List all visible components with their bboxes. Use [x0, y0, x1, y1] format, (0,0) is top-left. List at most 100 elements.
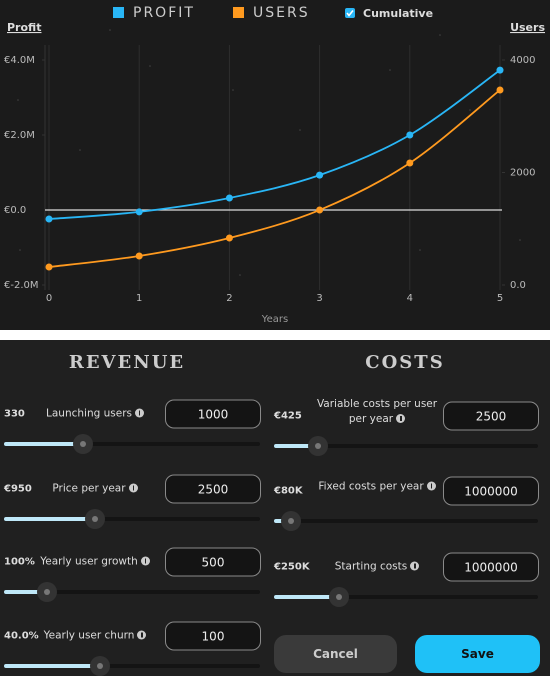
star	[232, 89, 234, 91]
data-point	[496, 66, 504, 74]
legend-label: PROFIT	[133, 5, 195, 21]
y-tick-label: €-2.0M	[4, 280, 39, 291]
x-tick-label: 5	[497, 293, 503, 304]
star	[79, 149, 81, 151]
y2-tick-label: 0.0	[510, 280, 526, 291]
cancel-button[interactable]: Cancel	[274, 635, 397, 673]
slider[interactable]	[4, 509, 260, 529]
slider[interactable]	[274, 511, 538, 531]
star	[389, 69, 391, 71]
info-icon[interactable]	[396, 414, 406, 423]
y2-axis-label: Users	[510, 21, 545, 34]
x-tick-label: 1	[136, 293, 142, 304]
slider-fill	[4, 517, 95, 521]
save-button[interactable]: Save	[415, 635, 540, 673]
x-tick-label: 2	[226, 293, 232, 304]
legend-label: USERS	[253, 5, 310, 21]
data-point	[45, 215, 53, 223]
number-input[interactable]: 100	[165, 621, 261, 651]
info-icon[interactable]	[137, 630, 147, 640]
x-tick-label: 4	[407, 293, 413, 304]
data-point	[45, 263, 53, 271]
label-text: Yearly user churn	[43, 629, 135, 642]
control-value: €250K	[274, 561, 310, 573]
chart: PROFIT USERS Cumulative Profit Users 0 1 2 3 4 5 Ye…	[0, 0, 550, 330]
slider-thumb[interactable]	[308, 436, 328, 456]
control-value: €425	[274, 410, 302, 422]
slider-thumb[interactable]	[90, 656, 110, 676]
control-label: Yearly user growth	[35, 555, 155, 570]
slider-thumb[interactable]	[329, 587, 349, 607]
control-label: Price per year	[35, 482, 155, 497]
control-value: 100%	[4, 556, 35, 568]
x-axis-label: Years	[261, 314, 288, 325]
label-text: Yearly user growth	[40, 555, 138, 568]
y2-tick-label: 4000	[510, 55, 535, 66]
data-point	[225, 234, 233, 242]
info-icon[interactable]	[140, 556, 150, 566]
legend-swatch	[233, 7, 244, 18]
slider[interactable]	[4, 656, 260, 676]
info-icon[interactable]	[134, 408, 144, 418]
star	[439, 34, 441, 36]
slider-thumb[interactable]	[85, 509, 105, 529]
x-tick-label: 3	[316, 293, 322, 304]
info-icon[interactable]	[128, 483, 138, 493]
star	[419, 249, 421, 251]
legend-swatch	[113, 7, 124, 18]
revenue-title: REVENUE	[68, 352, 186, 373]
data-point	[135, 208, 143, 216]
info-icon[interactable]	[410, 561, 420, 571]
slider[interactable]	[274, 587, 538, 607]
control-label: Variable costs per user per year	[312, 397, 442, 427]
data-point	[316, 206, 324, 214]
control-value: €80K	[274, 485, 303, 497]
slider-thumb[interactable]	[73, 434, 93, 454]
star	[19, 249, 21, 251]
control-value: €950	[4, 483, 32, 495]
slider-fill	[274, 595, 339, 599]
checkmark	[346, 10, 354, 17]
slider-fill	[4, 590, 47, 594]
label-text: Starting costs	[334, 560, 408, 573]
label-text: Variable costs per user per year	[316, 398, 438, 425]
control-label: Launching users	[35, 407, 155, 422]
star	[239, 274, 241, 276]
cumulative-label: Cumulative	[363, 7, 433, 20]
control-label: Yearly user churn	[35, 629, 155, 644]
control-value: 40.0%	[4, 630, 39, 642]
label-text: Fixed costs per year	[318, 480, 424, 493]
label-text: Launching users	[46, 407, 132, 420]
label-text: Price per year	[52, 482, 126, 495]
star	[149, 65, 151, 67]
star	[109, 29, 111, 31]
info-icon[interactable]	[426, 481, 436, 491]
y2-tick-label: 2000	[510, 168, 535, 179]
slider[interactable]	[274, 436, 538, 456]
control-value: 330	[4, 408, 25, 420]
star	[519, 239, 521, 241]
slider-fill	[4, 442, 83, 446]
data-point	[316, 171, 324, 179]
slider[interactable]	[4, 434, 260, 454]
number-input[interactable]: 1000000	[443, 476, 539, 506]
settings-panel: REVENUE COSTS Cancel Save 330 Launching u…	[0, 340, 550, 676]
y-tick-label: €0.0	[4, 205, 26, 216]
number-input[interactable]: 1000000	[443, 552, 539, 582]
x-tick-label: 0	[46, 293, 52, 304]
slider-thumb[interactable]	[37, 582, 57, 602]
slider-fill	[274, 444, 318, 448]
number-input[interactable]: 2500	[443, 401, 539, 431]
data-point	[225, 194, 233, 202]
star	[469, 109, 471, 111]
data-point	[406, 159, 414, 167]
data-point	[496, 86, 504, 94]
star	[299, 129, 301, 131]
slider-thumb[interactable]	[281, 511, 301, 531]
slider[interactable]	[4, 582, 260, 602]
number-input[interactable]: 2500	[165, 474, 261, 504]
number-input[interactable]: 500	[165, 547, 261, 577]
number-input[interactable]: 1000	[165, 399, 261, 429]
y-tick-label: €2.0M	[4, 130, 35, 141]
